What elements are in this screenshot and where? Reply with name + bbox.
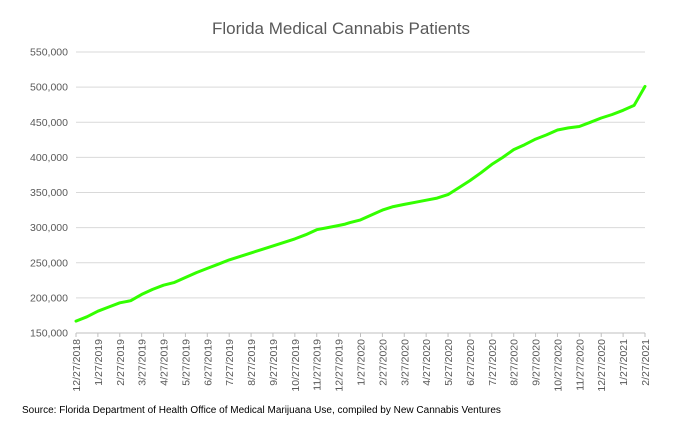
x-tick-label: 3/27/2019 [137,339,149,386]
y-axis-ticks: 150,000 200,000 250,000 300,000 350,000 400,0… [30,47,68,340]
x-tick-label: 3/27/2020 [399,339,411,386]
x-tick-label: 6/27/2019 [202,339,214,386]
x-tick-label: 2/27/2021 [640,339,652,386]
x-tick-label: 7/27/2020 [487,339,499,386]
x-tick-label: 8/27/2020 [509,339,521,386]
series-line [74,84,647,323]
x-tick-label: 10/27/2019 [290,339,302,392]
y-tick-label: 150,000 [30,328,68,340]
x-tick-label: 1/27/2020 [356,339,368,386]
x-tick-label: 1/27/2021 [618,339,630,386]
x-tick-label: 12/27/2018 [71,339,83,392]
x-tick-label: 6/27/2020 [465,339,477,386]
source-note: Source: Florida Department of Health Off… [22,405,501,416]
x-tick-label: 2/27/2019 [115,339,127,386]
x-tick-label: 5/27/2020 [443,339,455,386]
x-tick-label: 4/27/2020 [421,339,433,386]
x-tick-label: 12/27/2020 [596,339,608,392]
x-tick-label: 12/27/2019 [334,339,346,392]
x-tick-label: 9/27/2019 [268,339,280,386]
gridlines [76,51,645,334]
x-tick-label: 7/27/2019 [224,339,236,386]
x-tick-label: 11/27/2019 [312,339,324,391]
x-tick-label: 2/27/2020 [377,339,389,386]
y-tick-label: 250,000 [30,257,68,269]
y-tick-label: 450,000 [30,117,68,129]
y-tick-label: 500,000 [30,82,68,94]
x-tick-label: 10/27/2020 [552,339,564,392]
y-tick-label: 550,000 [30,47,68,59]
x-tick-label: 9/27/2020 [531,339,543,386]
x-axis-ticks: 12/27/2018 1/27/2019 2/27/2019 3/27/2019 4/2… [71,333,652,392]
y-tick-label: 350,000 [30,187,68,199]
x-tick-label: 1/27/2019 [93,339,105,386]
series-layer [74,84,647,323]
x-tick-label: 5/27/2019 [180,339,192,386]
x-tick-label: 8/27/2019 [246,339,258,386]
y-tick-label: 300,000 [30,222,68,234]
y-tick-label: 400,000 [30,152,68,164]
x-tick-label: 4/27/2019 [159,339,171,386]
x-tick-label: 11/27/2020 [574,339,586,391]
y-tick-label: 200,000 [30,292,68,304]
chart-title: Florida Medical Cannabis Patients [212,19,470,38]
